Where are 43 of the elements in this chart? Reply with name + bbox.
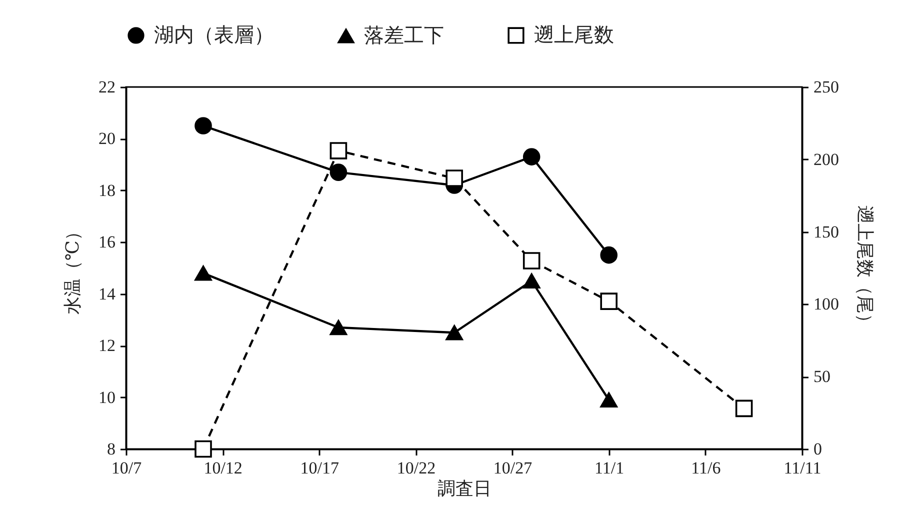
point (330, 142, 348, 160)
y2-tick-label: 150 (814, 222, 839, 242)
y-tick-label: 20 (98, 129, 116, 148)
x-tick-label: 10/27 (493, 458, 533, 478)
legend-label: 湖内（表層） (154, 24, 274, 46)
point (522, 252, 540, 270)
point (446, 170, 463, 187)
point (522, 273, 540, 289)
point (330, 164, 348, 181)
y-tick-label: 14 (98, 284, 116, 304)
y2-tick-label: 50 (814, 367, 830, 386)
y2-tick-label: 250 (814, 78, 839, 96)
point (600, 392, 618, 408)
x-tick-label: 10/22 (396, 458, 436, 478)
y-tick-label: 10 (98, 388, 116, 407)
x-tick-label: 10/7 (111, 458, 142, 478)
point (735, 400, 753, 418)
y-axis-title: 水温（℃） (62, 222, 82, 315)
x-axis-title: 調査日 (438, 478, 492, 498)
y-tick-label: 12 (98, 336, 116, 356)
point (194, 266, 212, 281)
y-tick-label: 22 (98, 78, 116, 96)
y2-tick-label: 200 (814, 150, 839, 169)
point (194, 440, 212, 458)
y2-tick-label: 100 (814, 294, 839, 314)
point (522, 148, 540, 166)
legend-label: 遡上尾数 (534, 24, 614, 46)
point (446, 325, 463, 340)
x-tick-label: 10/17 (300, 458, 340, 478)
point (600, 246, 618, 264)
y-tick-label: 16 (98, 232, 116, 252)
point (194, 117, 212, 134)
x-tick-label: 11/11 (784, 458, 822, 478)
x-tick-label: 10/12 (204, 458, 242, 478)
point (330, 320, 348, 336)
x-tick-label: 11/1 (594, 458, 624, 478)
x-tick-label: 11/6 (691, 458, 721, 478)
legend-label: 落差工下 (364, 24, 444, 47)
point (600, 292, 618, 310)
y2-tick-label: 0 (814, 440, 822, 458)
y-tick-label: 8 (107, 440, 116, 458)
y-tick-label: 18 (98, 180, 116, 200)
y2-axis-title: 遡上尾数（尾） (855, 206, 875, 332)
